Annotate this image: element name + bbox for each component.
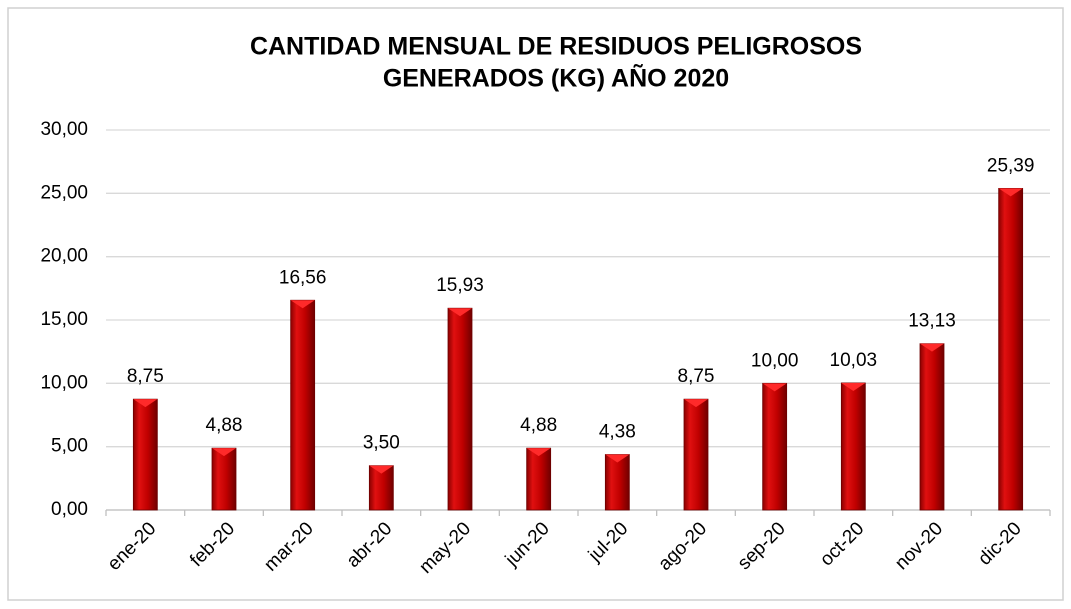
bar-bevel [133, 399, 158, 408]
value-label: 4,38 [599, 422, 636, 443]
bar-bevel [762, 383, 787, 392]
bar [762, 382, 788, 511]
y-tick-label: 25,00 [40, 182, 88, 203]
bar [211, 447, 237, 511]
bar-bevel [920, 343, 944, 352]
bar [526, 447, 552, 511]
value-label: 25,39 [987, 155, 1035, 176]
bar [683, 398, 709, 511]
bar-bevel [369, 465, 394, 474]
value-label: 15,93 [436, 275, 484, 296]
bar-bevel [684, 399, 708, 408]
chart-border [7, 7, 1064, 601]
value-label: 10,00 [751, 350, 799, 371]
y-tick-label: 20,00 [40, 246, 88, 267]
bar [604, 454, 630, 511]
bar [290, 299, 316, 511]
bar [132, 398, 158, 511]
value-label: 4,88 [206, 415, 243, 436]
bar-bevel [605, 454, 630, 463]
y-tick-label: 30,00 [40, 119, 88, 140]
value-label: 8,75 [678, 366, 715, 387]
value-label: 4,88 [520, 415, 557, 436]
y-tick-label: 0,00 [51, 499, 88, 520]
value-label: 13,13 [908, 311, 956, 332]
bar [447, 307, 473, 511]
value-label: 10,03 [830, 350, 878, 371]
chart-title: CANTIDAD MENSUAL DE RESIDUOS PELIGROSOS [250, 33, 862, 61]
value-label: 16,56 [279, 267, 327, 288]
y-tick-label: 15,00 [40, 309, 88, 330]
value-label: 3,50 [363, 433, 400, 454]
bar-bevel [526, 448, 551, 457]
bar [998, 187, 1024, 511]
value-label: 8,75 [127, 366, 164, 387]
bar [919, 343, 945, 511]
bar [840, 382, 866, 511]
bar-bevel [448, 308, 472, 317]
chart-title: GENERADOS (KG) AÑO 2020 [383, 63, 729, 93]
bar-bevel [212, 448, 236, 457]
bar-bevel [290, 300, 315, 309]
bar-bevel [841, 382, 866, 391]
y-tick-label: 10,00 [40, 372, 88, 393]
y-tick-label: 5,00 [51, 436, 88, 457]
bar-bevel [998, 188, 1023, 197]
